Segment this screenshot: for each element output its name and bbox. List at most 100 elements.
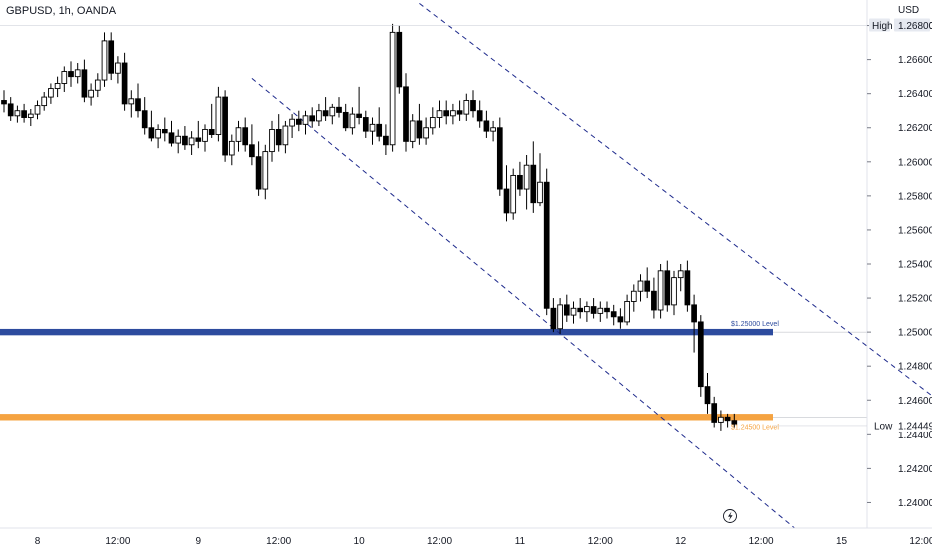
candle bbox=[155, 124, 161, 149]
candlesticks bbox=[1, 23, 738, 431]
candle-body bbox=[731, 420, 738, 425]
candle-body bbox=[684, 270, 691, 306]
candle bbox=[604, 301, 610, 319]
candle-body bbox=[517, 174, 523, 190]
y-tick-label: 1.24600 bbox=[898, 396, 932, 407]
lightning-icon[interactable] bbox=[723, 509, 737, 523]
candle-body bbox=[651, 290, 657, 311]
candle-body bbox=[121, 62, 128, 105]
candle bbox=[697, 315, 704, 397]
candle-body bbox=[664, 270, 671, 306]
candle-body bbox=[490, 127, 496, 132]
candle bbox=[651, 277, 657, 319]
candle-body bbox=[316, 110, 322, 122]
candle bbox=[168, 120, 175, 147]
candle bbox=[302, 110, 309, 135]
candle bbox=[597, 301, 604, 322]
candle-body bbox=[228, 140, 235, 156]
candle-body bbox=[537, 181, 543, 204]
candle-body bbox=[68, 71, 74, 78]
low-tag-value: 1.24449 bbox=[898, 421, 932, 432]
candle bbox=[456, 100, 463, 121]
candle bbox=[202, 124, 208, 152]
candle-body bbox=[182, 135, 188, 146]
candle-body bbox=[724, 416, 731, 422]
time-axis[interactable]: 8 12:00 9 12:00 10 12:00 11 12:00 12 12:00 15 12:00… bbox=[0, 527, 932, 547]
candle bbox=[530, 141, 537, 213]
candle-body bbox=[657, 270, 664, 311]
candle bbox=[624, 294, 630, 326]
candle-body bbox=[456, 110, 463, 115]
candle bbox=[610, 304, 617, 326]
axis-currency: USD bbox=[898, 5, 919, 16]
candle-body bbox=[34, 105, 41, 115]
candle-body bbox=[463, 100, 470, 115]
candle-body bbox=[108, 40, 115, 74]
price-axis[interactable]: USD 1.26800 1.26600 1.26400 1.26200 1.26000 1… bbox=[866, 0, 932, 528]
candle bbox=[68, 61, 74, 87]
candle-body bbox=[483, 120, 490, 132]
y-tick-label: 1.24400 bbox=[898, 430, 932, 441]
candle-body bbox=[242, 127, 249, 146]
candle-body bbox=[409, 120, 416, 142]
candle bbox=[141, 97, 148, 135]
candle bbox=[369, 117, 376, 145]
candle bbox=[517, 161, 523, 196]
candle-body bbox=[704, 386, 711, 405]
candle-body bbox=[188, 137, 195, 146]
candle-body bbox=[470, 100, 476, 112]
low-value-bg bbox=[894, 418, 930, 432]
candle bbox=[644, 267, 651, 299]
candle-body bbox=[74, 69, 81, 78]
candle bbox=[550, 298, 557, 333]
candle bbox=[718, 410, 724, 431]
horizontal-levels: $1.25000 Level $1.24500 Level bbox=[0, 321, 867, 431]
candle bbox=[94, 73, 101, 98]
x-tick-label: 12:00 bbox=[427, 536, 452, 547]
candle-body bbox=[14, 110, 21, 117]
candle bbox=[269, 120, 275, 162]
high-tag-bg bbox=[869, 18, 890, 32]
candle-body bbox=[604, 307, 610, 313]
candle-body bbox=[148, 127, 155, 139]
candle bbox=[496, 117, 503, 196]
candle bbox=[175, 129, 182, 154]
candle-body bbox=[141, 110, 148, 129]
candle bbox=[429, 107, 436, 135]
candle bbox=[108, 32, 115, 81]
candle-body bbox=[530, 164, 537, 204]
candle-body bbox=[416, 120, 423, 139]
candle-body bbox=[577, 307, 584, 313]
candle-body bbox=[718, 416, 724, 423]
level-label: $1.25000 Level bbox=[731, 321, 779, 328]
candle bbox=[450, 103, 456, 125]
candle-body bbox=[202, 128, 208, 142]
high-tag-label: High bbox=[872, 21, 893, 32]
candle bbox=[316, 103, 322, 127]
x-tick-label: 8 bbox=[35, 536, 41, 547]
candle-body bbox=[7, 103, 14, 117]
low-tag-label: Low bbox=[874, 421, 893, 432]
candle bbox=[470, 90, 476, 118]
y-tick-label: 1.25200 bbox=[898, 294, 932, 305]
candle bbox=[121, 52, 128, 111]
x-tick-label: 12:00 bbox=[588, 536, 613, 547]
candle-body bbox=[282, 125, 289, 146]
candle-body bbox=[396, 31, 403, 88]
candle-body bbox=[336, 106, 342, 113]
candle bbox=[222, 90, 228, 162]
candle-body bbox=[101, 40, 108, 81]
level-band bbox=[0, 414, 773, 421]
candle bbox=[242, 117, 249, 152]
candle-body bbox=[61, 71, 68, 84]
candle-body bbox=[383, 135, 389, 146]
x-tick-label: 11 bbox=[515, 536, 526, 547]
candle bbox=[27, 109, 34, 127]
candle-body bbox=[342, 111, 349, 129]
candle bbox=[322, 97, 329, 121]
channel-line bbox=[419, 3, 932, 397]
candle-body bbox=[94, 79, 101, 91]
candle-body bbox=[423, 127, 429, 139]
candle-body bbox=[235, 127, 242, 142]
